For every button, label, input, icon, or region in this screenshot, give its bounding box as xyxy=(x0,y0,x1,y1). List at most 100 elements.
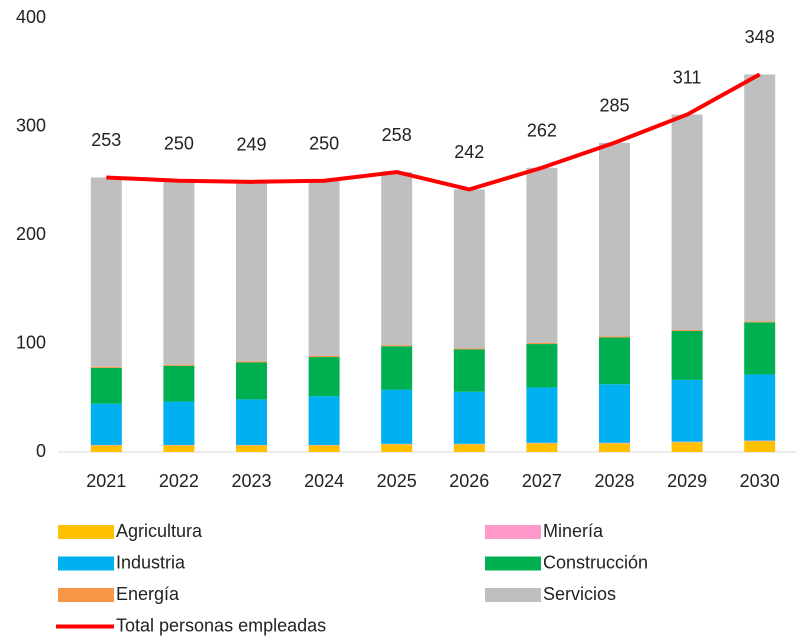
legend-swatch xyxy=(58,525,114,539)
bar-segment xyxy=(453,391,485,444)
bar-segment xyxy=(90,177,122,367)
legend-swatch xyxy=(58,588,114,602)
bar-segment xyxy=(381,389,413,444)
bar-segment xyxy=(599,384,630,443)
y-tick-label: 300 xyxy=(16,115,46,135)
bar-segment xyxy=(90,445,122,452)
x-tick-label: 2025 xyxy=(377,471,417,491)
bar-segment xyxy=(744,322,776,375)
bar-segment xyxy=(744,440,776,442)
bar-segment xyxy=(308,180,340,356)
bar-segment xyxy=(90,366,122,368)
bar-segment xyxy=(381,172,413,346)
bar-segment xyxy=(163,364,195,366)
data-label: 250 xyxy=(164,134,194,154)
bar-segment xyxy=(453,444,485,452)
bar-segment xyxy=(526,344,558,388)
bar-segment xyxy=(671,329,703,332)
legend-swatch xyxy=(485,525,541,539)
x-tick-label: 2027 xyxy=(522,471,562,491)
data-label: 262 xyxy=(527,120,557,140)
data-label: 242 xyxy=(454,142,484,162)
legend-label: Minería xyxy=(543,521,604,541)
bar-segment xyxy=(163,180,195,365)
data-label: 250 xyxy=(309,134,339,154)
legend-label: Construcción xyxy=(543,552,648,572)
legend-label: Servicios xyxy=(543,584,616,604)
bar-segment xyxy=(671,442,703,452)
bar-segment xyxy=(671,441,703,443)
bar-segment xyxy=(671,114,703,330)
data-label: 258 xyxy=(382,125,412,145)
bar-segment xyxy=(236,444,267,446)
bar-segment xyxy=(90,367,122,404)
x-tick-label: 2022 xyxy=(159,471,199,491)
bar-segment xyxy=(744,374,776,441)
bar-segment xyxy=(744,441,776,452)
x-tick-label: 2024 xyxy=(304,471,344,491)
bar-segment xyxy=(599,337,630,385)
bar-segment xyxy=(526,443,558,452)
bar-segment xyxy=(163,445,195,452)
x-tick-label: 2029 xyxy=(667,471,707,491)
bar-segment xyxy=(163,444,195,446)
bar-segment xyxy=(526,387,558,443)
bar-segment xyxy=(744,74,776,322)
data-label: 285 xyxy=(599,96,629,116)
legend-label: Agricultura xyxy=(116,521,203,541)
bar-segment xyxy=(163,365,195,402)
bar-segment xyxy=(236,181,267,362)
bar-segment xyxy=(381,345,413,347)
bar-segment xyxy=(453,348,485,350)
bar-segment xyxy=(526,167,558,343)
bar-segment xyxy=(236,399,267,445)
x-tick-label: 2028 xyxy=(594,471,634,491)
x-tick-label: 2030 xyxy=(740,471,780,491)
bar-segment xyxy=(308,396,340,445)
bar-segment xyxy=(90,444,122,446)
bar-segment xyxy=(90,403,122,445)
legend-label: Energía xyxy=(116,584,180,604)
bar-segment xyxy=(236,361,267,363)
legend-label: Industria xyxy=(116,552,186,572)
legend-label: Total personas empleadas xyxy=(116,615,326,635)
bar-segment xyxy=(308,355,340,358)
bar-segment xyxy=(453,443,485,445)
bar-segment xyxy=(453,349,485,392)
x-tick-label: 2026 xyxy=(449,471,489,491)
data-label: 348 xyxy=(745,27,775,47)
data-label: 311 xyxy=(673,67,702,87)
bar-segment xyxy=(163,401,195,445)
x-tick-label: 2023 xyxy=(231,471,271,491)
bar-segment xyxy=(381,443,413,445)
bar-segment xyxy=(599,142,630,337)
bar-segment xyxy=(599,442,630,444)
bar-segment xyxy=(526,342,558,345)
bar-segment xyxy=(599,336,630,338)
bar-segment xyxy=(308,445,340,452)
y-tick-label: 0 xyxy=(36,441,46,461)
bar-segment xyxy=(671,379,703,442)
bar-segment xyxy=(236,445,267,452)
bar-segment xyxy=(599,443,630,452)
legend-swatch xyxy=(485,556,541,571)
bar-segment xyxy=(308,444,340,446)
data-label: 249 xyxy=(236,135,266,155)
y-tick-label: 200 xyxy=(16,224,46,244)
bar-segment xyxy=(236,362,267,400)
y-tick-label: 100 xyxy=(16,332,46,352)
total-line xyxy=(106,72,761,192)
bar-segment xyxy=(308,357,340,397)
x-tick-label: 2021 xyxy=(86,471,126,491)
legend-swatch xyxy=(58,556,114,571)
bar-segment xyxy=(381,444,413,452)
bar-segment xyxy=(526,442,558,444)
legend-swatch xyxy=(485,588,541,602)
data-label: 253 xyxy=(91,130,121,150)
y-tick-label: 400 xyxy=(16,7,46,27)
bar-segment xyxy=(744,321,776,323)
bar-segment xyxy=(381,346,413,390)
bar-segment xyxy=(453,189,485,349)
bar-segment xyxy=(671,331,703,380)
